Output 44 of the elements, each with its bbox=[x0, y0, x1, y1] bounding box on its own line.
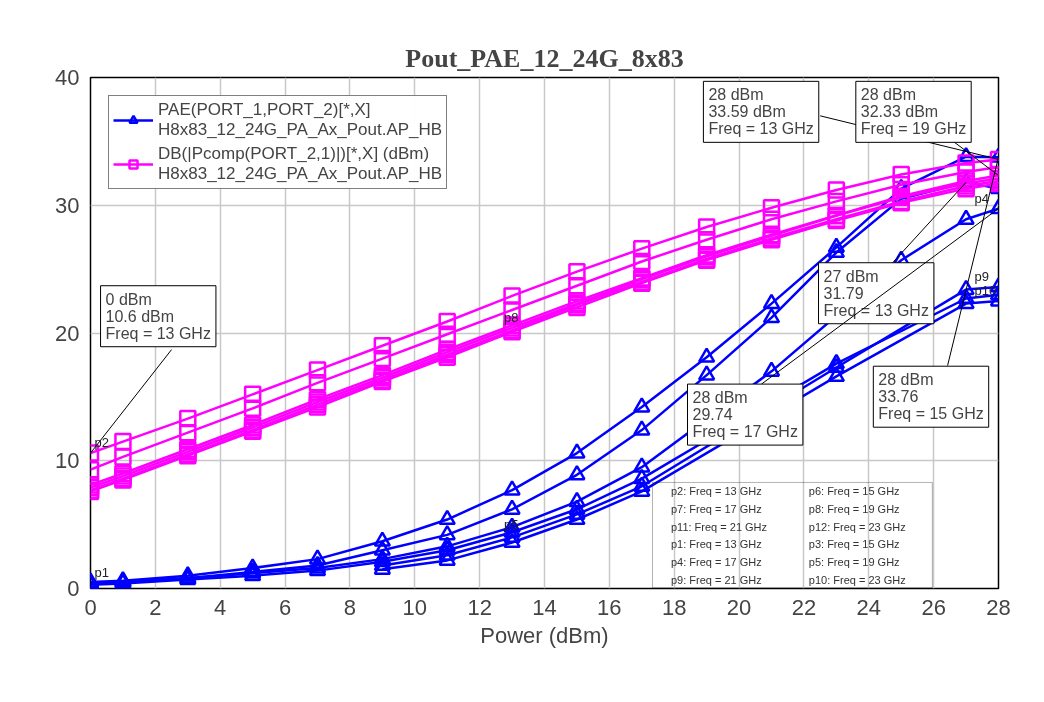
annotation: p9: Freq = 21 GHz bbox=[670, 573, 762, 586]
x-tick-label: 6 bbox=[278, 594, 292, 620]
annotation: p11: Freq = 21 GHz bbox=[670, 520, 768, 533]
y-tick-label: 20 bbox=[55, 320, 80, 346]
annotation: p2: Freq = 13 GHz bbox=[670, 485, 762, 498]
annotation: 28 dBm 29.74 Freq = 17 GHz bbox=[692, 389, 798, 441]
x-tick-label: 24 bbox=[856, 594, 882, 620]
annotation: p8: Freq = 19 GHz bbox=[808, 503, 900, 516]
annotation: p4: Freq = 17 GHz bbox=[670, 555, 762, 568]
x-tick-label: 0 bbox=[84, 594, 97, 620]
annotation: 0 dBm 10.6 dBm Freq = 13 GHz bbox=[105, 290, 211, 342]
x-tick-label: 18 bbox=[661, 594, 687, 620]
annotation: p4 bbox=[974, 190, 989, 206]
x-axis-title: Power (dBm) bbox=[480, 622, 609, 648]
y-tick-label: 0 bbox=[67, 576, 80, 601]
x-tick-label: 22 bbox=[791, 594, 817, 620]
y-tick-label: 10 bbox=[55, 448, 80, 474]
x-tick-label: 2 bbox=[149, 594, 162, 620]
annotation: p9 bbox=[974, 269, 989, 285]
annotation: p1: Freq = 13 GHz bbox=[670, 538, 762, 551]
annotation: p6: Freq = 15 GHz bbox=[808, 485, 900, 498]
annotation: p10: Freq = 23 GHz bbox=[808, 573, 906, 586]
annotation: p7: Freq = 17 GHz bbox=[670, 503, 762, 516]
y-tick-label: 30 bbox=[55, 192, 80, 218]
x-tick-label: 10 bbox=[402, 594, 428, 620]
x-tick-label: 4 bbox=[214, 594, 227, 620]
annotation: p12: Freq = 23 GHz bbox=[808, 520, 906, 533]
annotation: p3: Freq = 15 GHz bbox=[808, 538, 900, 551]
x-tick-label: 26 bbox=[921, 594, 946, 620]
x-tick-label: 8 bbox=[343, 594, 357, 620]
legend-label: DB(|Pcomp(PORT_2,1)|)[*,X] (dBm) H8x83_12_24G_PA_Ax_Pout.AP_HB bbox=[158, 144, 443, 184]
x-tick-label: 12 bbox=[467, 594, 492, 620]
legend-label: PAE(PORT_1,PORT_2)[*,X] H8x83_12_24G_PA_Ax_Pout.AP_HB bbox=[158, 100, 443, 140]
annotation: 28 dBm 32.33 dBm Freq = 19 GHz bbox=[860, 86, 967, 138]
annotation: 28 dBm 33.59 dBm Freq = 13 GHz bbox=[708, 86, 814, 138]
annotation: 28 dBm 33.76 Freq = 15 GHz bbox=[878, 371, 984, 423]
annotation: p5: Freq = 19 GHz bbox=[808, 555, 900, 568]
annotation: p1 bbox=[94, 565, 109, 581]
x-tick-label: 20 bbox=[726, 594, 752, 620]
x-tick-label: 28 bbox=[986, 594, 1011, 620]
y-tick-label: 40 bbox=[55, 65, 80, 90]
x-tick-label: 16 bbox=[597, 594, 622, 620]
x-tick-label: 14 bbox=[532, 594, 557, 620]
chart-title: Pout_PAE_12_24G_8x83 bbox=[405, 43, 684, 73]
